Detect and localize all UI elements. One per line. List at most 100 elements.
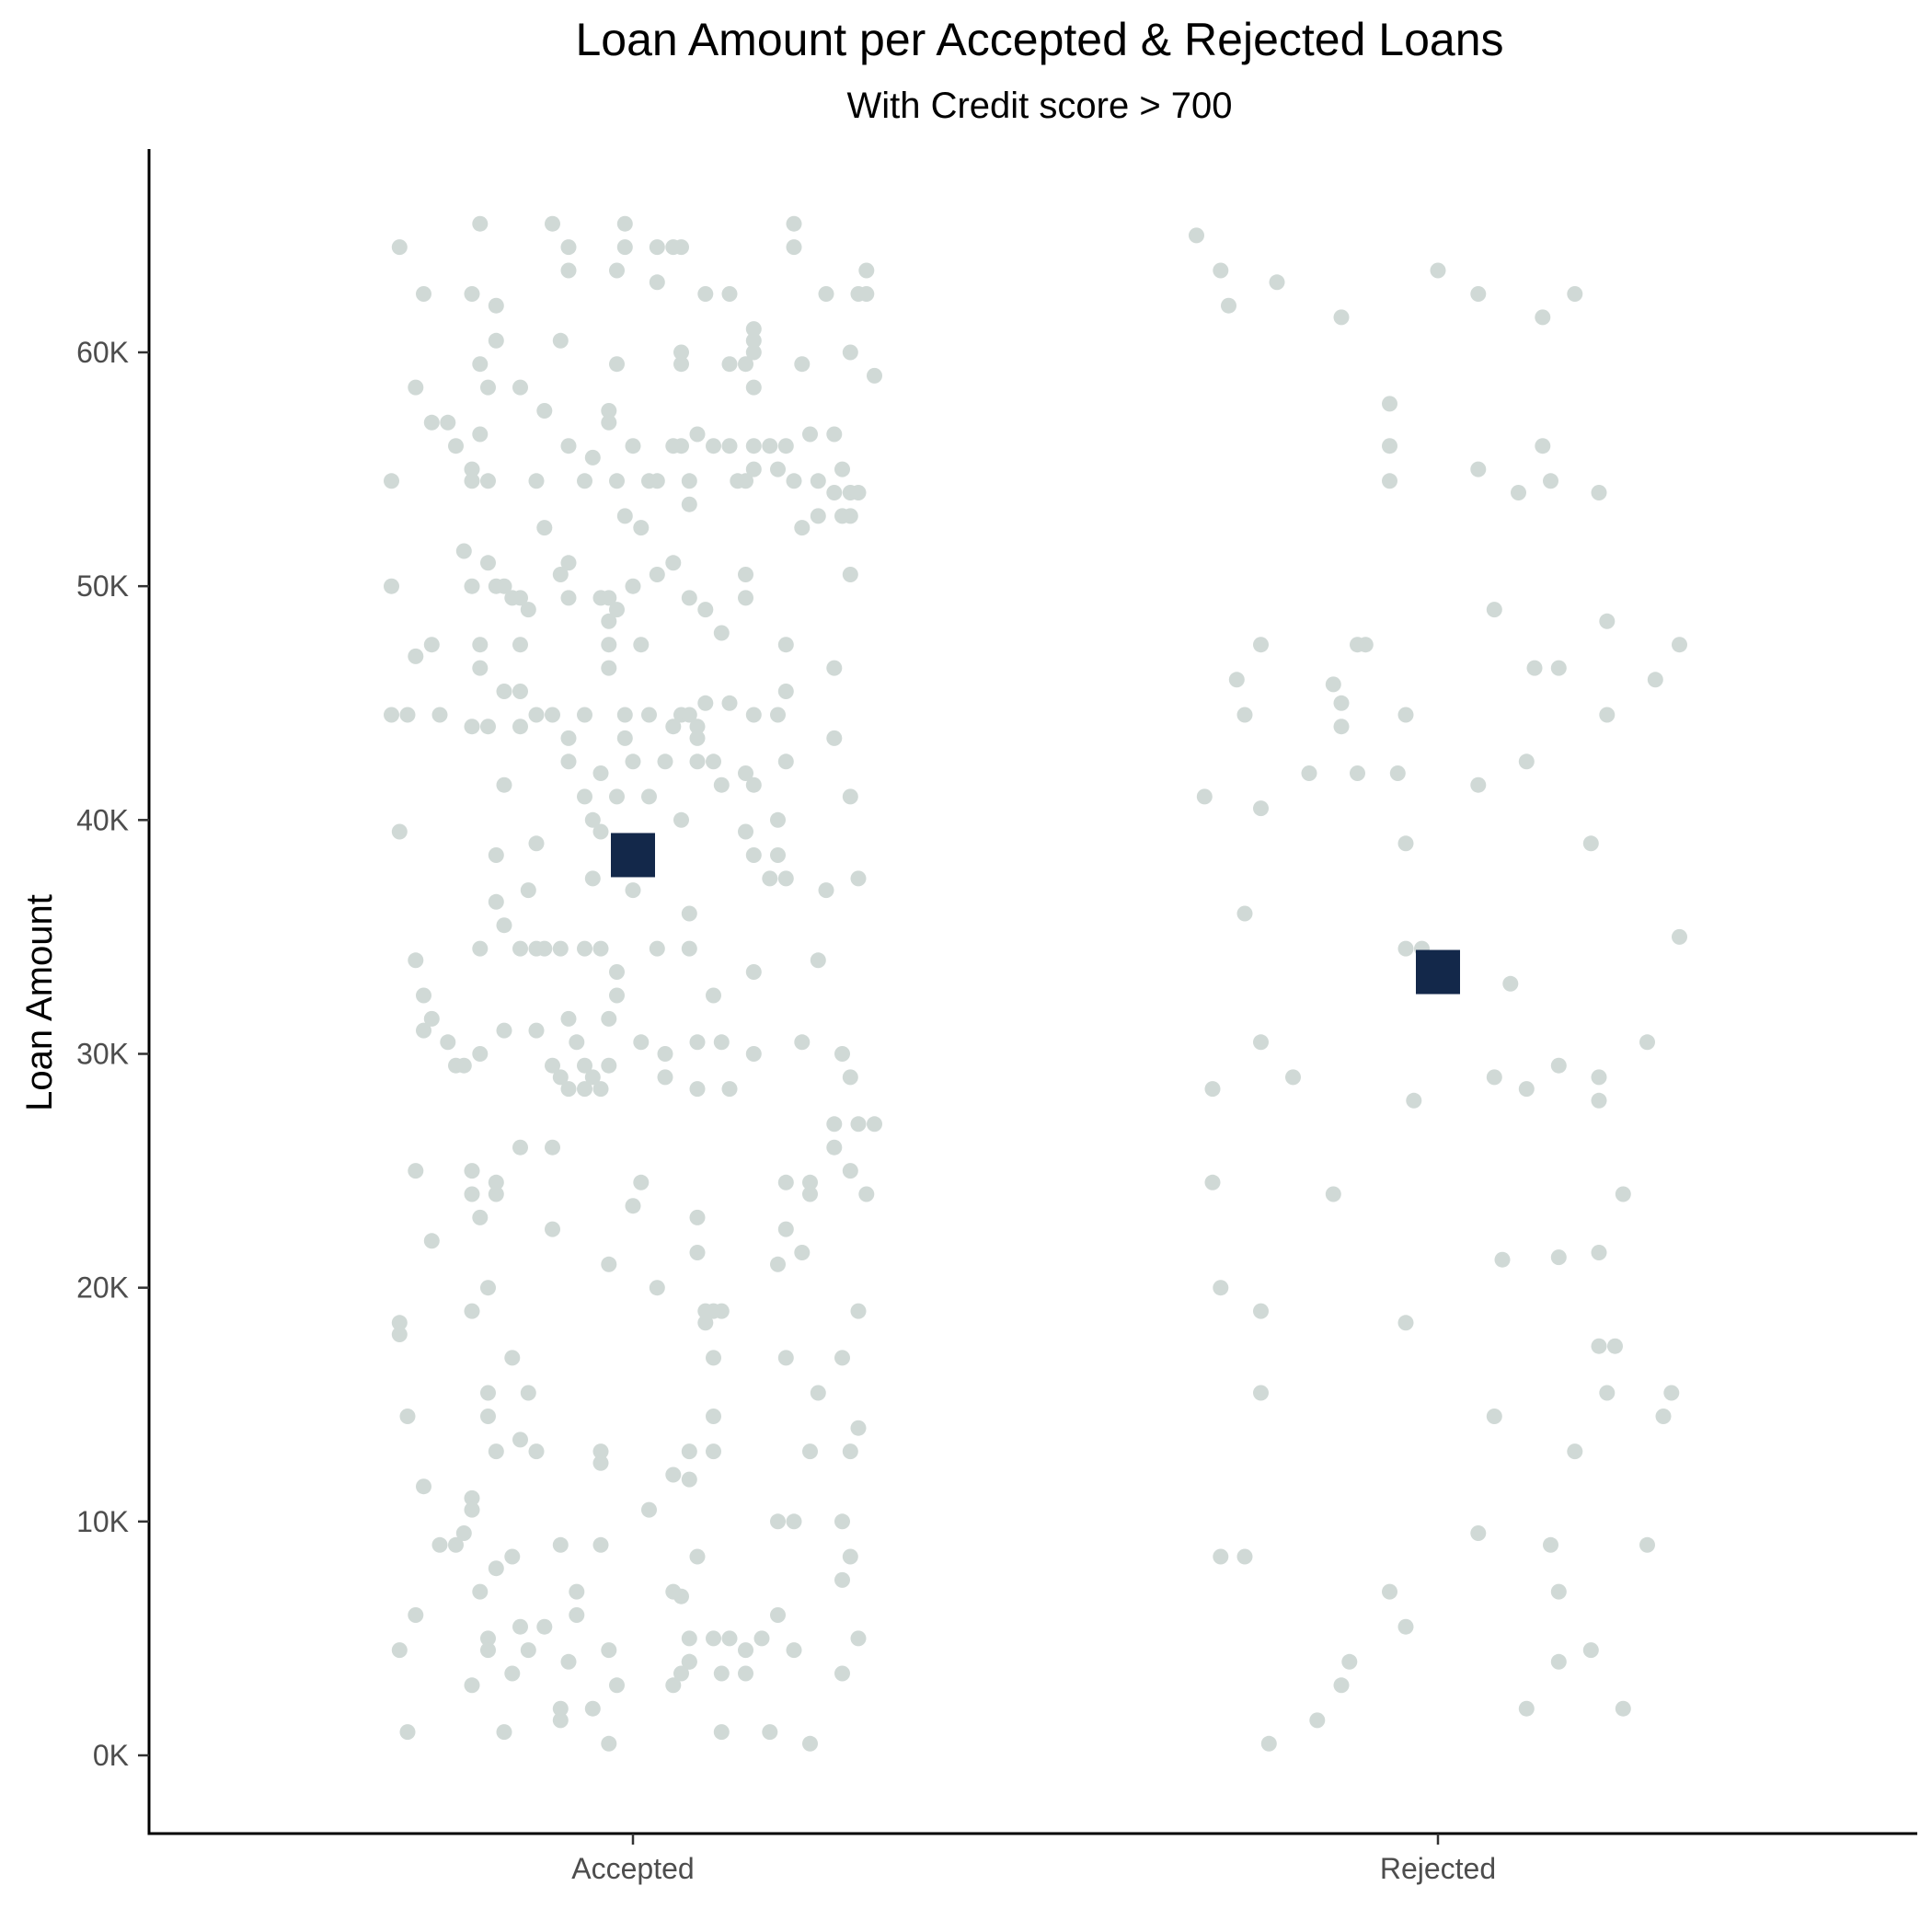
data-point	[649, 239, 665, 256]
data-point	[745, 321, 762, 338]
data-point	[592, 823, 609, 840]
data-point	[1591, 1069, 1607, 1086]
data-point	[1260, 1735, 1277, 1752]
data-point	[721, 695, 738, 711]
data-point	[520, 1385, 536, 1401]
data-point	[706, 1350, 721, 1366]
data-point	[745, 707, 762, 723]
data-point	[689, 1209, 706, 1225]
data-point	[1325, 1186, 1341, 1202]
data-point	[826, 1116, 843, 1133]
data-point	[713, 1665, 730, 1682]
data-point	[423, 1233, 440, 1249]
data-point	[480, 1642, 496, 1659]
data-point	[738, 590, 753, 606]
data-point	[560, 590, 577, 606]
data-point	[448, 438, 464, 454]
data-point	[681, 905, 697, 922]
data-point	[681, 707, 697, 723]
data-point	[399, 707, 416, 723]
data-point	[545, 215, 560, 232]
data-point	[689, 719, 706, 735]
data-point	[512, 684, 528, 699]
data-point	[1672, 637, 1687, 653]
data-point	[472, 215, 489, 232]
data-point	[1663, 1385, 1680, 1401]
data-point	[1430, 262, 1446, 279]
data-point	[440, 414, 456, 431]
data-point	[802, 1186, 818, 1202]
data-point	[552, 1712, 569, 1729]
data-point	[745, 332, 762, 349]
data-point	[496, 776, 512, 793]
data-point	[601, 1010, 617, 1027]
data-point	[738, 823, 753, 840]
y-ticks: 0K 10K 20K 30K 40K 50K 60K	[76, 336, 149, 1772]
data-point	[1406, 1092, 1422, 1109]
data-point	[528, 707, 545, 723]
data-point	[1470, 286, 1487, 302]
data-point	[745, 964, 762, 980]
data-point	[802, 1735, 818, 1752]
data-point	[577, 473, 592, 489]
data-point	[584, 1700, 601, 1717]
data-point	[1599, 613, 1616, 629]
data-point	[464, 1303, 480, 1319]
data-point	[391, 823, 408, 840]
data-point	[464, 1489, 480, 1506]
data-point	[850, 1116, 867, 1133]
data-point	[1591, 1338, 1607, 1354]
y-tick-label: 50K	[76, 569, 129, 603]
data-point	[391, 1642, 408, 1659]
data-point	[488, 332, 504, 349]
data-point	[810, 473, 826, 489]
data-point	[1382, 396, 1397, 412]
data-point	[1502, 975, 1519, 992]
data-point	[391, 1327, 408, 1342]
data-point	[472, 1583, 489, 1600]
y-tick-label: 60K	[76, 336, 129, 369]
data-point	[649, 473, 665, 489]
data-point	[745, 344, 762, 361]
data-point	[867, 367, 882, 384]
data-point	[601, 403, 617, 419]
data-point	[641, 788, 657, 805]
data-point	[625, 578, 641, 594]
data-point	[616, 508, 633, 524]
data-point	[504, 1548, 521, 1565]
data-point	[1550, 1583, 1567, 1600]
data-point	[384, 473, 399, 489]
data-point	[536, 940, 553, 957]
data-point	[834, 1665, 850, 1682]
data-point	[391, 1315, 408, 1331]
data-point	[794, 520, 811, 536]
data-point	[472, 637, 489, 653]
data-point	[408, 1163, 424, 1179]
data-point	[560, 1653, 577, 1670]
data-point	[609, 1677, 625, 1694]
data-point	[786, 1642, 802, 1659]
data-point	[560, 239, 577, 256]
data-point	[592, 1443, 609, 1460]
data-point	[850, 870, 867, 887]
data-point	[625, 882, 641, 899]
data-point	[1333, 719, 1350, 735]
chart-subtitle: With Credit score > 700	[846, 86, 1232, 126]
data-point	[601, 1256, 617, 1272]
data-point	[713, 776, 730, 793]
data-point	[384, 707, 399, 723]
data-point	[697, 695, 714, 711]
data-point	[657, 1046, 673, 1062]
data-point	[545, 1057, 560, 1074]
data-point	[496, 1724, 512, 1741]
chart-title: Loan Amount per Accepted & Rejected Loan…	[575, 14, 1503, 65]
data-point	[472, 356, 489, 373]
data-point	[762, 870, 778, 887]
data-point	[512, 379, 528, 396]
data-point	[689, 1548, 706, 1565]
data-point	[834, 1513, 850, 1530]
data-point	[1350, 765, 1365, 781]
data-point	[1591, 485, 1607, 500]
data-point	[1615, 1186, 1631, 1202]
